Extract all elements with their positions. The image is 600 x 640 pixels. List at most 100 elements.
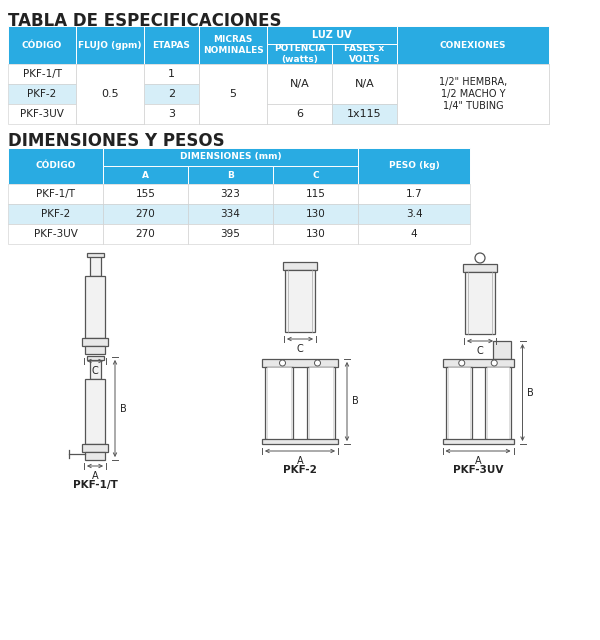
Text: 323: 323 [221, 189, 241, 199]
Bar [8, 64, 76, 84]
Bar [285, 270, 315, 332]
Text: C: C [92, 366, 98, 376]
Bar [448, 367, 470, 439]
Text: B: B [120, 403, 127, 413]
Text: POTENCIA
(watts): POTENCIA (watts) [274, 44, 325, 64]
Text: 155: 155 [136, 189, 155, 199]
Bar [85, 452, 105, 460]
Text: PKF-3UV: PKF-3UV [34, 229, 77, 239]
Text: 130: 130 [305, 209, 325, 219]
Bar [76, 84, 144, 104]
Bar [86, 356, 104, 360]
Text: 334: 334 [221, 209, 241, 219]
Text: 6: 6 [296, 109, 303, 119]
Bar [262, 439, 338, 444]
Bar [86, 253, 104, 257]
Bar [267, 64, 332, 84]
Bar [273, 224, 358, 244]
Text: PKF-1/T: PKF-1/T [23, 69, 62, 79]
Bar [309, 367, 333, 439]
Bar [199, 104, 267, 124]
Bar [397, 84, 549, 104]
Bar [332, 84, 397, 104]
Bar [8, 224, 103, 244]
Bar [358, 224, 470, 244]
Text: PESO (kg): PESO (kg) [389, 161, 439, 170]
Text: 115: 115 [305, 189, 325, 199]
Bar [144, 26, 199, 64]
Text: A: A [296, 456, 304, 466]
Text: 4: 4 [410, 229, 418, 239]
Circle shape [491, 360, 497, 366]
Text: PKF-1/T: PKF-1/T [73, 480, 118, 490]
Text: MICRAS
NOMINALES: MICRAS NOMINALES [203, 35, 263, 55]
Bar [76, 64, 144, 84]
Bar [332, 64, 397, 104]
Bar [199, 26, 267, 64]
Bar [397, 64, 549, 124]
Bar [76, 64, 144, 124]
Text: A: A [475, 456, 481, 466]
Text: PKF-1/T: PKF-1/T [36, 189, 75, 199]
Bar [493, 341, 511, 359]
Circle shape [475, 253, 485, 263]
Bar [188, 204, 273, 224]
Bar [267, 44, 332, 64]
Bar [199, 64, 267, 84]
Text: PKF-2: PKF-2 [41, 209, 70, 219]
Bar [358, 148, 470, 184]
Bar [199, 64, 267, 124]
Text: C: C [312, 170, 319, 179]
Bar [332, 64, 397, 84]
Bar [85, 346, 105, 354]
Circle shape [459, 360, 465, 366]
Text: FLUJO (gpm): FLUJO (gpm) [78, 40, 142, 49]
Text: 395: 395 [221, 229, 241, 239]
Bar [144, 64, 199, 84]
Bar [267, 104, 332, 124]
Bar [8, 204, 103, 224]
Text: 1/2" HEMBRA,
1/2 MACHO Y
1/4" TUBING: 1/2" HEMBRA, 1/2 MACHO Y 1/4" TUBING [439, 77, 507, 111]
Bar [267, 84, 332, 104]
Bar [267, 104, 332, 124]
Bar [89, 256, 101, 276]
Bar [188, 184, 273, 204]
Bar [397, 64, 549, 84]
Text: A: A [92, 471, 98, 481]
Text: C: C [296, 344, 304, 354]
Circle shape [314, 360, 320, 366]
Text: 130: 130 [305, 229, 325, 239]
Bar [144, 84, 199, 104]
Text: CÓDIGO: CÓDIGO [35, 161, 76, 170]
Text: 5: 5 [229, 89, 236, 99]
Bar [265, 367, 293, 439]
Bar [267, 64, 332, 104]
Bar [82, 338, 108, 346]
Text: CÓDIGO: CÓDIGO [22, 40, 62, 49]
Bar [463, 264, 497, 272]
Circle shape [280, 360, 286, 366]
Text: 1.7: 1.7 [406, 189, 422, 199]
Text: B: B [527, 387, 534, 397]
Bar [188, 224, 273, 244]
Text: ETAPAS: ETAPAS [152, 40, 190, 49]
Bar [283, 262, 317, 270]
Bar [8, 184, 103, 204]
Bar [465, 272, 495, 334]
Bar [332, 104, 397, 124]
Text: 270: 270 [136, 229, 155, 239]
Text: FASES x
VOLTS: FASES x VOLTS [344, 44, 385, 64]
Bar [397, 104, 549, 124]
Bar [443, 359, 514, 367]
Text: B: B [352, 397, 359, 406]
Bar [85, 379, 105, 444]
Text: 1x115: 1x115 [347, 109, 382, 119]
Bar [188, 166, 273, 184]
Bar [76, 26, 144, 64]
Bar [267, 367, 291, 439]
Bar [8, 84, 76, 104]
Bar [358, 184, 470, 204]
Bar [103, 148, 358, 166]
Text: C: C [476, 346, 484, 356]
Bar [8, 26, 76, 64]
